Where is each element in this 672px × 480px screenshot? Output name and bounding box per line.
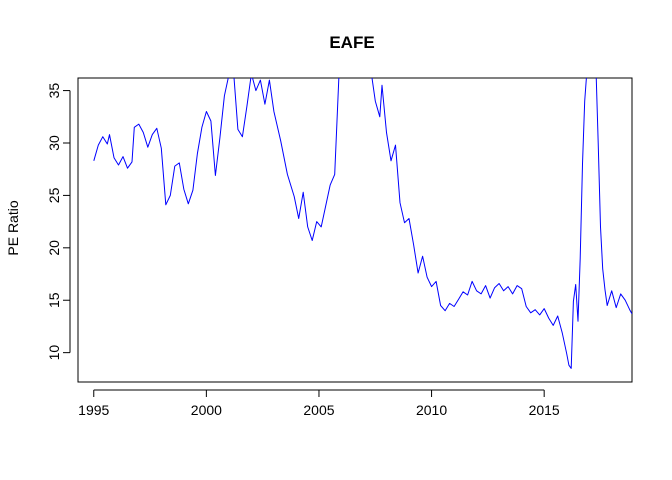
y-axis: 10 15 20 25 30 35: [46, 83, 71, 361]
y-axis-label: PE Ratio: [5, 200, 21, 255]
plot-frame: [77, 77, 633, 383]
y-tick-label: 30: [46, 135, 62, 151]
x-tick-label: 2005: [303, 402, 334, 418]
x-tick-label: 2010: [416, 402, 447, 418]
x-tick-label: 1995: [78, 402, 109, 418]
y-tick-label: 35: [46, 83, 62, 99]
chart-title: EAFE: [329, 33, 374, 52]
series-layer: [93, 78, 632, 369]
y-tick-label: 20: [46, 240, 62, 256]
x-tick-label: 2000: [191, 402, 222, 418]
x-axis: 1995 2000 2005 2010 2015: [78, 389, 560, 418]
y-tick-label: 15: [46, 292, 62, 308]
y-tick-label: 10: [46, 345, 62, 361]
x-tick-label: 2015: [529, 402, 560, 418]
y-tick-label: 25: [46, 187, 62, 203]
series-line-1: [93, 78, 632, 369]
